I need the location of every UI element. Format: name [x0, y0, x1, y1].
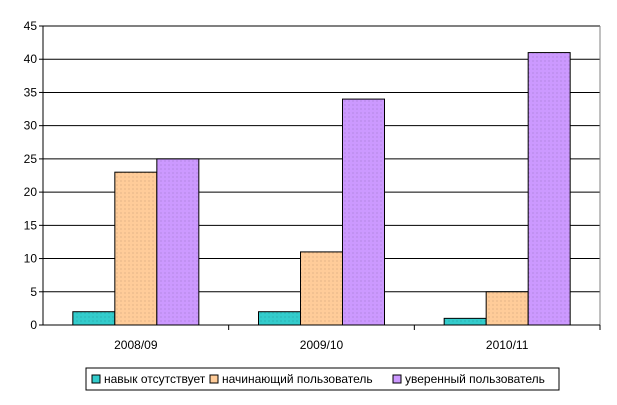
bar	[485, 291, 529, 326]
legend-item: навык отсутствует	[91, 372, 206, 386]
x-tick-label: 2010/11	[486, 338, 529, 352]
y-tick-label: 0	[30, 318, 37, 332]
y-tick-label: 45	[24, 19, 38, 33]
bars	[72, 52, 571, 326]
legend-label: начинающий пользователь	[222, 372, 373, 386]
y-tick-label: 20	[24, 185, 38, 199]
y-tick-label: 25	[24, 152, 38, 166]
y-tick-label: 30	[24, 119, 38, 133]
axes: 0 5 10 15 20 25 30 35 40 45 2008/09 2009/10 2010/11	[24, 19, 601, 352]
bar-texture	[300, 251, 343, 325]
legend-item: начинающий пользователь	[209, 372, 373, 386]
y-tick-label: 35	[24, 85, 38, 99]
legend-swatch	[91, 374, 101, 384]
bar	[527, 52, 571, 326]
legend-swatch	[209, 374, 219, 384]
bar-texture	[486, 291, 529, 325]
legend-box	[85, 367, 560, 391]
bar-texture	[72, 311, 115, 325]
bar-texture	[528, 52, 571, 325]
bar-texture	[342, 99, 385, 325]
bar	[72, 311, 116, 326]
x-tick-label: 2009/10	[300, 338, 344, 352]
legend-label: уверенный пользователь	[405, 372, 545, 386]
bar	[114, 171, 158, 326]
y-tick-label: 10	[24, 252, 38, 266]
bar	[258, 311, 301, 326]
legend: навык отсутствует начинающий пользователь…	[85, 367, 560, 391]
y-tick-label: 5	[30, 285, 37, 299]
legend-item: уверенный пользователь	[392, 372, 545, 386]
bar	[156, 158, 200, 326]
legend-swatch	[392, 374, 402, 384]
bar	[342, 98, 385, 326]
bar-texture	[444, 318, 487, 325]
y-tick-label: 40	[24, 52, 38, 66]
legend-label: навык отсутствует	[104, 372, 206, 386]
bar	[300, 251, 343, 326]
x-tick-label: 2008/09	[114, 338, 158, 352]
bar-texture	[258, 311, 301, 325]
bar	[443, 317, 487, 326]
bar-texture	[114, 172, 157, 325]
y-tick-label: 15	[24, 218, 38, 232]
bar-texture	[156, 158, 199, 325]
